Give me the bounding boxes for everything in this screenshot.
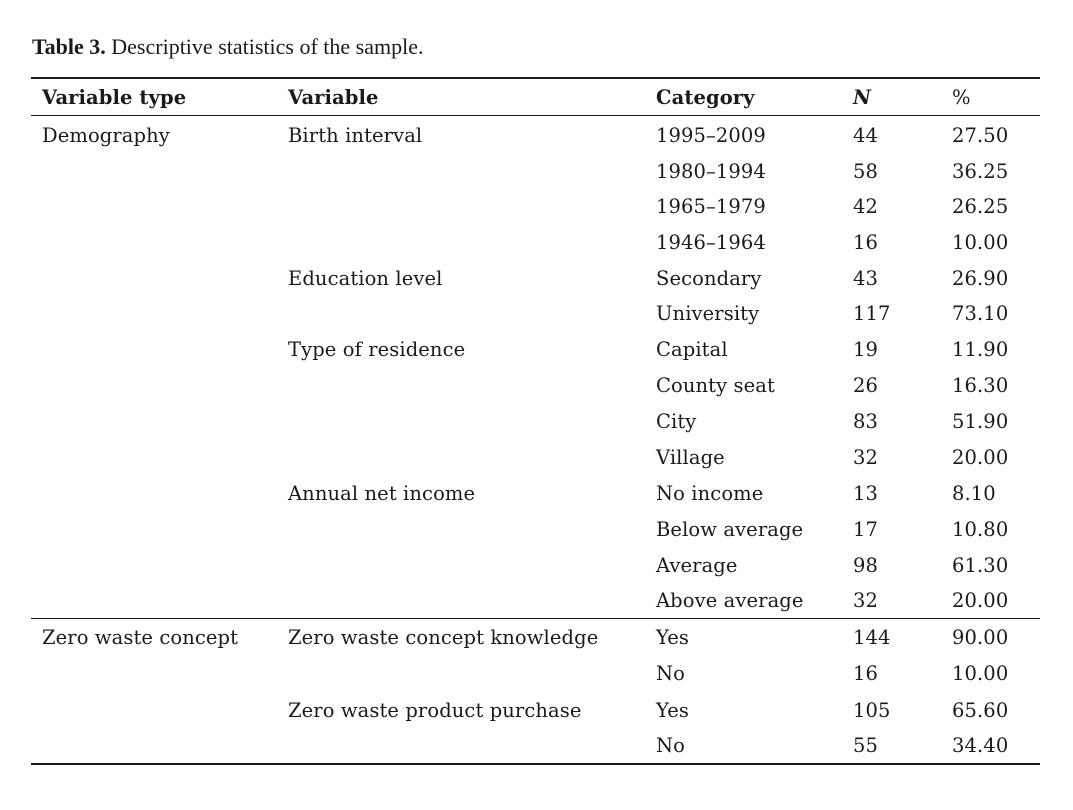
table-header-rule [31, 115, 1040, 116]
cell-percent: 11.90 [952, 338, 1009, 361]
cell-percent: 10.00 [952, 231, 1009, 254]
cell-percent: 27.50 [952, 124, 1009, 147]
cell-percent: 36.25 [952, 160, 1009, 183]
cell-n: 83 [853, 410, 879, 433]
cell-category: University [656, 302, 760, 325]
cell-variable: Zero waste product purchase [288, 699, 582, 722]
cell-n: 55 [853, 734, 879, 757]
cell-percent: 61.30 [952, 554, 1009, 577]
cell-category: Yes [656, 699, 690, 722]
cell-n: 19 [853, 338, 879, 361]
header-percent: % [952, 86, 971, 109]
header-variable-type: Variable type [42, 86, 187, 109]
cell-variable: Zero waste concept knowledge [288, 626, 599, 649]
cell-n: 144 [853, 626, 891, 649]
table-caption: Table 3. Descriptive statistics of the s… [32, 34, 423, 60]
header-n: N [853, 86, 871, 109]
cell-percent: 20.00 [952, 446, 1009, 469]
header-category: Category [656, 86, 755, 109]
cell-percent: 65.60 [952, 699, 1009, 722]
cell-category: Village [656, 446, 725, 469]
header-variable: Variable [288, 86, 379, 109]
cell-n: 32 [853, 589, 879, 612]
cell-category: Above average [656, 589, 804, 612]
caption-label: Table 3. [32, 34, 106, 59]
cell-n: 17 [853, 518, 879, 541]
cell-n: 98 [853, 554, 879, 577]
caption-text: Descriptive statistics of the sample. [105, 34, 424, 59]
cell-category: Yes [656, 626, 690, 649]
cell-n: 13 [853, 482, 879, 505]
cell-percent: 34.40 [952, 734, 1009, 757]
cell-percent: 10.00 [952, 662, 1009, 685]
cell-n: 32 [853, 446, 879, 469]
cell-n: 26 [853, 374, 879, 397]
cell-percent: 26.90 [952, 267, 1009, 290]
table-bottom-rule [31, 763, 1040, 765]
cell-category: No [656, 734, 686, 757]
cell-variable: Annual net income [288, 482, 476, 505]
cell-percent: 90.00 [952, 626, 1009, 649]
cell-n: 16 [853, 231, 879, 254]
cell-percent: 73.10 [952, 302, 1009, 325]
cell-category: Capital [656, 338, 728, 361]
cell-category: 1946–1964 [656, 231, 766, 254]
cell-percent: 8.10 [952, 482, 996, 505]
cell-percent: 16.30 [952, 374, 1009, 397]
cell-n: 44 [853, 124, 879, 147]
cell-n: 105 [853, 699, 891, 722]
cell-variable: Education level [288, 267, 443, 290]
cell-category: 1995–2009 [656, 124, 766, 147]
cell-category: Secondary [656, 267, 762, 290]
cell-n: 58 [853, 160, 879, 183]
cell-n: 42 [853, 195, 879, 218]
cell-n: 117 [853, 302, 891, 325]
cell-variable: Type of residence [288, 338, 466, 361]
cell-n: 43 [853, 267, 879, 290]
table-section-rule [31, 618, 1040, 619]
cell-variable-type: Zero waste concept [42, 626, 239, 649]
cell-category: City [656, 410, 697, 433]
cell-category: 1965–1979 [656, 195, 766, 218]
cell-percent: 20.00 [952, 589, 1009, 612]
cell-percent: 10.80 [952, 518, 1009, 541]
cell-category: 1980–1994 [656, 160, 766, 183]
cell-percent: 26.25 [952, 195, 1009, 218]
cell-variable-type: Demography [42, 124, 170, 147]
cell-category: No income [656, 482, 764, 505]
cell-category: Below average [656, 518, 804, 541]
cell-n: 16 [853, 662, 879, 685]
cell-category: Average [656, 554, 738, 577]
cell-variable: Birth interval [288, 124, 423, 147]
cell-category: No [656, 662, 686, 685]
cell-category: County seat [656, 374, 775, 397]
cell-percent: 51.90 [952, 410, 1009, 433]
table-top-rule [31, 77, 1040, 79]
